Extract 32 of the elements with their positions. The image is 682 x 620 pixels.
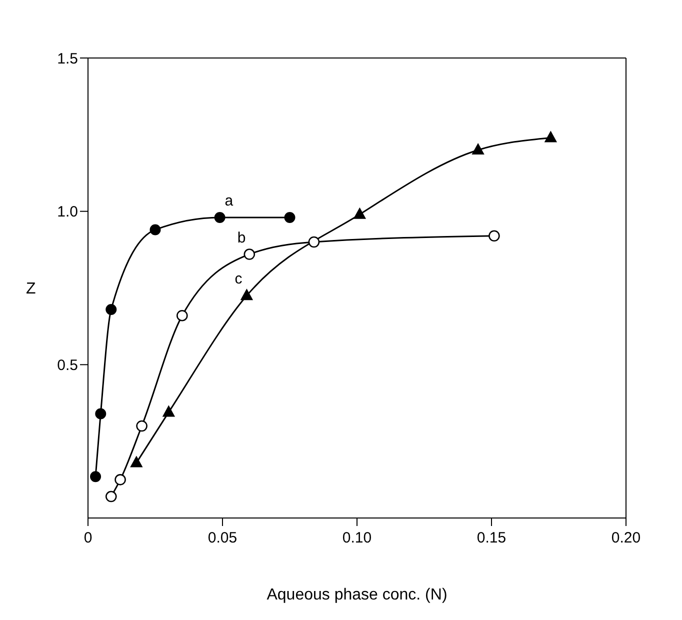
series-label: c <box>234 270 243 288</box>
x-tick-label: 0.10 <box>342 530 372 547</box>
point <box>240 289 253 300</box>
y-tick-label: 1.5 <box>57 50 78 68</box>
point <box>544 131 557 142</box>
y-tick-label: 0.5 <box>57 356 78 374</box>
x-tick-label: 0.20 <box>611 530 641 547</box>
point <box>488 230 500 242</box>
point <box>106 304 117 315</box>
series-label: a <box>224 192 234 210</box>
x-tick-label: 0.05 <box>208 530 238 547</box>
point <box>214 212 226 223</box>
x-tick-label: 0.15 <box>476 530 506 547</box>
point <box>284 212 296 223</box>
point <box>354 208 366 219</box>
point <box>105 490 117 502</box>
point <box>176 310 188 322</box>
point <box>114 474 126 486</box>
y-axis-title: Z <box>26 280 36 298</box>
point <box>308 236 320 248</box>
point <box>95 408 106 420</box>
y-tick-label: 1.0 <box>57 204 78 221</box>
series-label: b <box>237 229 246 246</box>
point <box>472 144 484 154</box>
point <box>162 406 175 417</box>
x-tick-label: 0 <box>84 530 92 547</box>
point <box>136 420 148 432</box>
point <box>90 471 102 482</box>
point <box>150 224 161 236</box>
x-axis-title: Aqueous phase conc. (N) <box>266 586 448 604</box>
point <box>130 456 142 468</box>
point <box>244 248 256 260</box>
